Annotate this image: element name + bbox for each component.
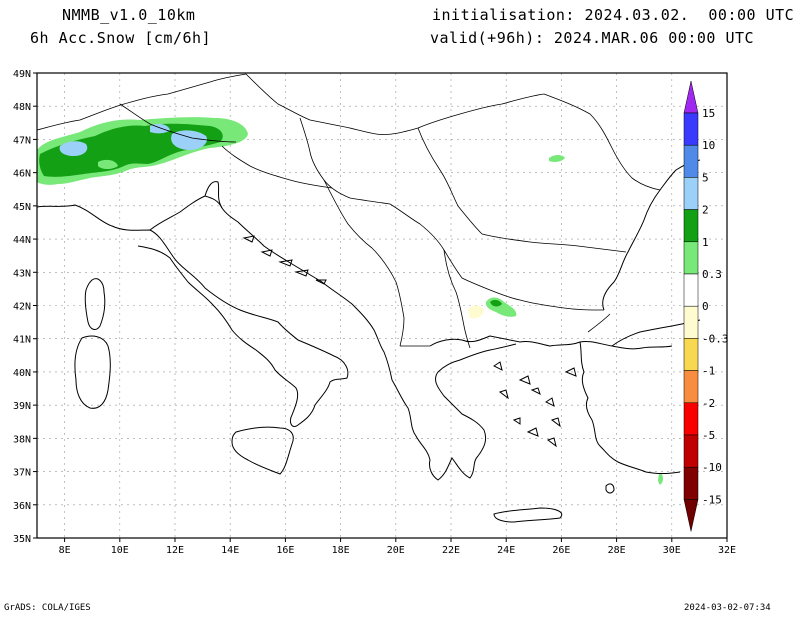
colorbar-segment xyxy=(683,241,699,275)
lon-label: 18E xyxy=(332,545,350,556)
sardinia xyxy=(74,335,111,409)
lon-label: 32E xyxy=(718,545,736,556)
colorbar-segment xyxy=(683,305,699,339)
islands xyxy=(493,361,577,448)
lon-label: 20E xyxy=(387,545,405,556)
snow-fields xyxy=(37,117,663,485)
colorbar-segment xyxy=(683,370,699,404)
crete xyxy=(493,507,563,523)
lon-label: 12E xyxy=(166,545,184,556)
colorbar-label: -2 xyxy=(702,397,715,410)
colorbar-segment xyxy=(683,402,699,436)
model-title: NMMB_v1.0_10km xyxy=(62,6,196,24)
timestamp-label: 2024-03-02-07:34 xyxy=(684,603,771,613)
sicily xyxy=(231,426,294,475)
colorbar-segment xyxy=(683,466,699,500)
init-time: initialisation: 2024.03.02. 00:00 UTC xyxy=(432,6,795,24)
snow-alps-heavy-west xyxy=(59,141,88,156)
colorbar-bottom-arrow xyxy=(683,499,699,532)
longitude-labels: 8E 10E 12E 14E 16E 18E 20E 22E 24E 26E 28E 30E 32E xyxy=(59,538,736,556)
colorbar-segment xyxy=(683,338,699,371)
dalmatian-islands xyxy=(242,235,327,285)
colorbar-segment xyxy=(683,177,699,210)
greece-coast xyxy=(391,343,517,481)
lat-label: 43N xyxy=(13,268,31,279)
lat-label: 36N xyxy=(13,501,31,512)
lon-label: 8E xyxy=(59,545,71,556)
lat-label: 35N xyxy=(13,534,31,545)
lat-label: 44N xyxy=(13,235,31,246)
lon-label: 24E xyxy=(497,545,515,556)
lon-label: 14E xyxy=(221,545,239,556)
lon-label: 10E xyxy=(111,545,129,556)
lon-label: 22E xyxy=(442,545,460,556)
credit-label: GrADS: COLA/IGES xyxy=(4,603,91,613)
lon-label: 16E xyxy=(276,545,294,556)
lat-label: 48N xyxy=(13,102,31,113)
colorbar-label: -10 xyxy=(702,461,722,474)
colorbar-label: 0 xyxy=(702,300,709,313)
colorbar-label: 10 xyxy=(702,139,715,152)
country-borders xyxy=(37,73,661,349)
lat-label: 49N xyxy=(13,69,31,80)
adriatic-north xyxy=(149,195,393,381)
melt-balkans xyxy=(468,305,484,319)
lat-label: 40N xyxy=(13,368,31,379)
lat-label: 39N xyxy=(13,401,31,412)
lat-label: 47N xyxy=(13,135,31,146)
lat-label: 42N xyxy=(13,302,31,313)
lon-label: 28E xyxy=(608,545,626,556)
lat-label: 45N xyxy=(13,202,31,213)
rhodes xyxy=(605,483,615,494)
snow-romania xyxy=(549,155,565,162)
lat-label: 46N xyxy=(13,169,31,180)
lat-label: 37N xyxy=(13,468,31,479)
colorbar-label: 15 xyxy=(702,107,715,120)
lon-label: 30E xyxy=(663,545,681,556)
colorbar-label: -1 xyxy=(702,365,715,378)
snow-alps-small xyxy=(98,159,118,169)
colorbar-segment xyxy=(683,273,699,307)
snow-turkey xyxy=(658,473,663,485)
latitude-labels: 49N 48N 47N 46N 45N 44N 43N 42N 41N 40N 39N 38N 37N 3… xyxy=(13,69,37,545)
colorbar-label: -15 xyxy=(702,493,722,506)
italy-coast xyxy=(37,204,349,428)
corsica xyxy=(84,278,106,330)
colorbar-label: -5 xyxy=(702,429,715,442)
colorbar-segment xyxy=(683,144,699,178)
snow-balkans-moderate xyxy=(490,299,502,307)
field-title: 6h Acc.Snow [cm/6h] xyxy=(30,29,212,47)
colorbar-segment xyxy=(683,434,699,468)
lon-label: 26E xyxy=(552,545,570,556)
lat-label: 41N xyxy=(13,335,31,346)
istria xyxy=(204,181,223,209)
graticule xyxy=(37,73,727,538)
colorbar-label: 5 xyxy=(702,171,709,184)
colorbar-label: 0.3 xyxy=(702,268,722,281)
colorbar-label: -0.3 xyxy=(702,332,729,345)
colorbar-segment xyxy=(683,112,699,146)
colorbar-label: 2 xyxy=(702,204,709,217)
valid-time: valid(+96h): 2024.MAR.06 00:00 UTC xyxy=(430,29,755,47)
coastlines xyxy=(37,159,701,523)
turkey-coast xyxy=(579,341,681,474)
colorbar-segment xyxy=(683,209,699,243)
black-sea-coast xyxy=(602,159,701,311)
aegean-north xyxy=(429,335,673,350)
colorbar: 15 10 5 2 1 0.3 0 -0.3 -1 -2 -5 -10 -15 xyxy=(683,80,729,532)
colorbar-label: 1 xyxy=(702,236,709,249)
snow-alps-heavy-east xyxy=(171,130,208,150)
lat-label: 38N xyxy=(13,434,31,445)
